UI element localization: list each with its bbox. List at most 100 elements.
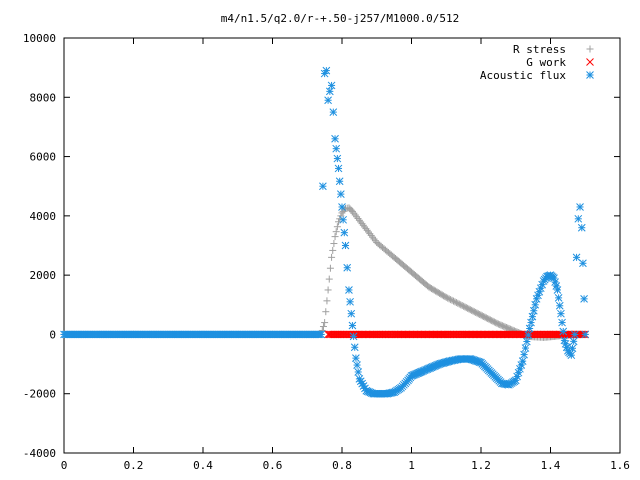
data-point: [329, 246, 337, 254]
x-tick-label: 0.8: [332, 459, 352, 472]
data-point: [527, 318, 535, 327]
y-tick-label: 8000: [30, 91, 57, 104]
data-point: [350, 343, 359, 352]
y-axis: -4000 -2000 0 2000 4000 6000 8000 10000: [23, 32, 620, 460]
data-point: [559, 327, 568, 336]
x-tick-label: 0.4: [193, 459, 213, 472]
data-point: [338, 203, 346, 211]
data-point: [350, 209, 358, 217]
data-point: [317, 330, 326, 339]
data-point: [343, 263, 352, 272]
data-point: [555, 301, 564, 310]
data-point: [324, 286, 332, 294]
data-point: [332, 144, 341, 153]
data-point: [444, 294, 452, 302]
data-point: [331, 233, 339, 241]
data-point: [319, 323, 327, 331]
data-point: [576, 203, 584, 211]
data-point: [557, 309, 565, 318]
data-point: [339, 215, 348, 224]
data-point: [524, 331, 533, 339]
legend-marker: [586, 71, 594, 79]
data-point: [325, 87, 334, 96]
data-point: [569, 337, 578, 346]
data-point: [371, 237, 379, 245]
data-point: [529, 306, 538, 315]
data-point: [457, 301, 465, 309]
data-point: [352, 354, 360, 362]
data-point: [325, 275, 333, 283]
data-point: [324, 96, 332, 105]
data-point: [448, 296, 456, 304]
data-point: [353, 361, 361, 369]
data-point: [330, 240, 338, 248]
y-tick-label: 4000: [30, 210, 57, 223]
data-point: [579, 259, 587, 268]
data-point: [333, 154, 342, 163]
data-point: [351, 211, 359, 219]
x-tick-label: 0.2: [124, 459, 144, 472]
data-point: [327, 81, 336, 90]
y-tick-label: 2000: [30, 269, 57, 282]
data-point: [528, 312, 537, 321]
data-point: [354, 368, 363, 376]
legend-marker: [586, 58, 594, 66]
x-tick-label: 0.6: [263, 459, 283, 472]
data-point: [319, 182, 327, 191]
data-point: [345, 286, 353, 294]
data-point: [347, 309, 356, 318]
data-point: [353, 213, 361, 221]
data-point: [568, 344, 577, 353]
data-point: [455, 300, 463, 308]
x-tick-label: 0: [61, 459, 68, 472]
data-point: [322, 308, 330, 316]
data-point: [523, 337, 531, 346]
x-tick-label: 1.2: [471, 459, 491, 472]
data-point: [349, 332, 358, 341]
y-tick-label: -2000: [23, 388, 56, 401]
y-tick-label: 6000: [30, 151, 57, 164]
data-point: [321, 319, 329, 327]
data-point: [511, 376, 520, 385]
data-point: [323, 297, 331, 305]
chart-title: m4/n1.5/q2.0/r-+.50-j257/M1000.0/512: [221, 12, 459, 25]
series-acoustic-flux: [60, 66, 590, 398]
data-point: [367, 231, 375, 239]
legend-label: R stress: [513, 43, 566, 56]
data-point: [329, 108, 338, 116]
series-g-work: [324, 330, 590, 339]
x-axis: 0 0.2 0.4 0.6 0.8 1 1.2 1.4 1.6: [61, 38, 630, 472]
legend-label: G work: [526, 56, 566, 69]
series-layer: [60, 66, 590, 398]
data-point: [531, 300, 540, 309]
data-point: [366, 230, 374, 238]
data-point: [447, 296, 455, 304]
y-tick-label: -4000: [23, 447, 56, 460]
data-point: [454, 299, 462, 307]
data-point: [558, 318, 566, 327]
data-point: [336, 190, 345, 198]
data-point: [451, 298, 459, 306]
data-point: [369, 233, 377, 241]
data-point: [525, 324, 534, 333]
x-tick-label: 1.6: [610, 459, 630, 472]
data-point: [322, 66, 331, 75]
data-point: [445, 295, 453, 303]
legend-label: Acoustic flux: [480, 69, 566, 82]
data-point: [553, 286, 562, 294]
data-point: [567, 351, 576, 360]
data-point: [580, 295, 588, 303]
data-point: [346, 297, 354, 306]
data-point: [331, 134, 339, 143]
data-point: [326, 264, 334, 272]
data-point: [449, 297, 457, 305]
data-point: [332, 228, 340, 236]
legend-marker: [586, 45, 594, 53]
data-point: [554, 294, 563, 302]
data-point: [570, 330, 579, 339]
data-point: [452, 299, 460, 307]
data-point: [572, 253, 581, 262]
data-point: [520, 350, 528, 359]
data-point: [370, 235, 378, 243]
